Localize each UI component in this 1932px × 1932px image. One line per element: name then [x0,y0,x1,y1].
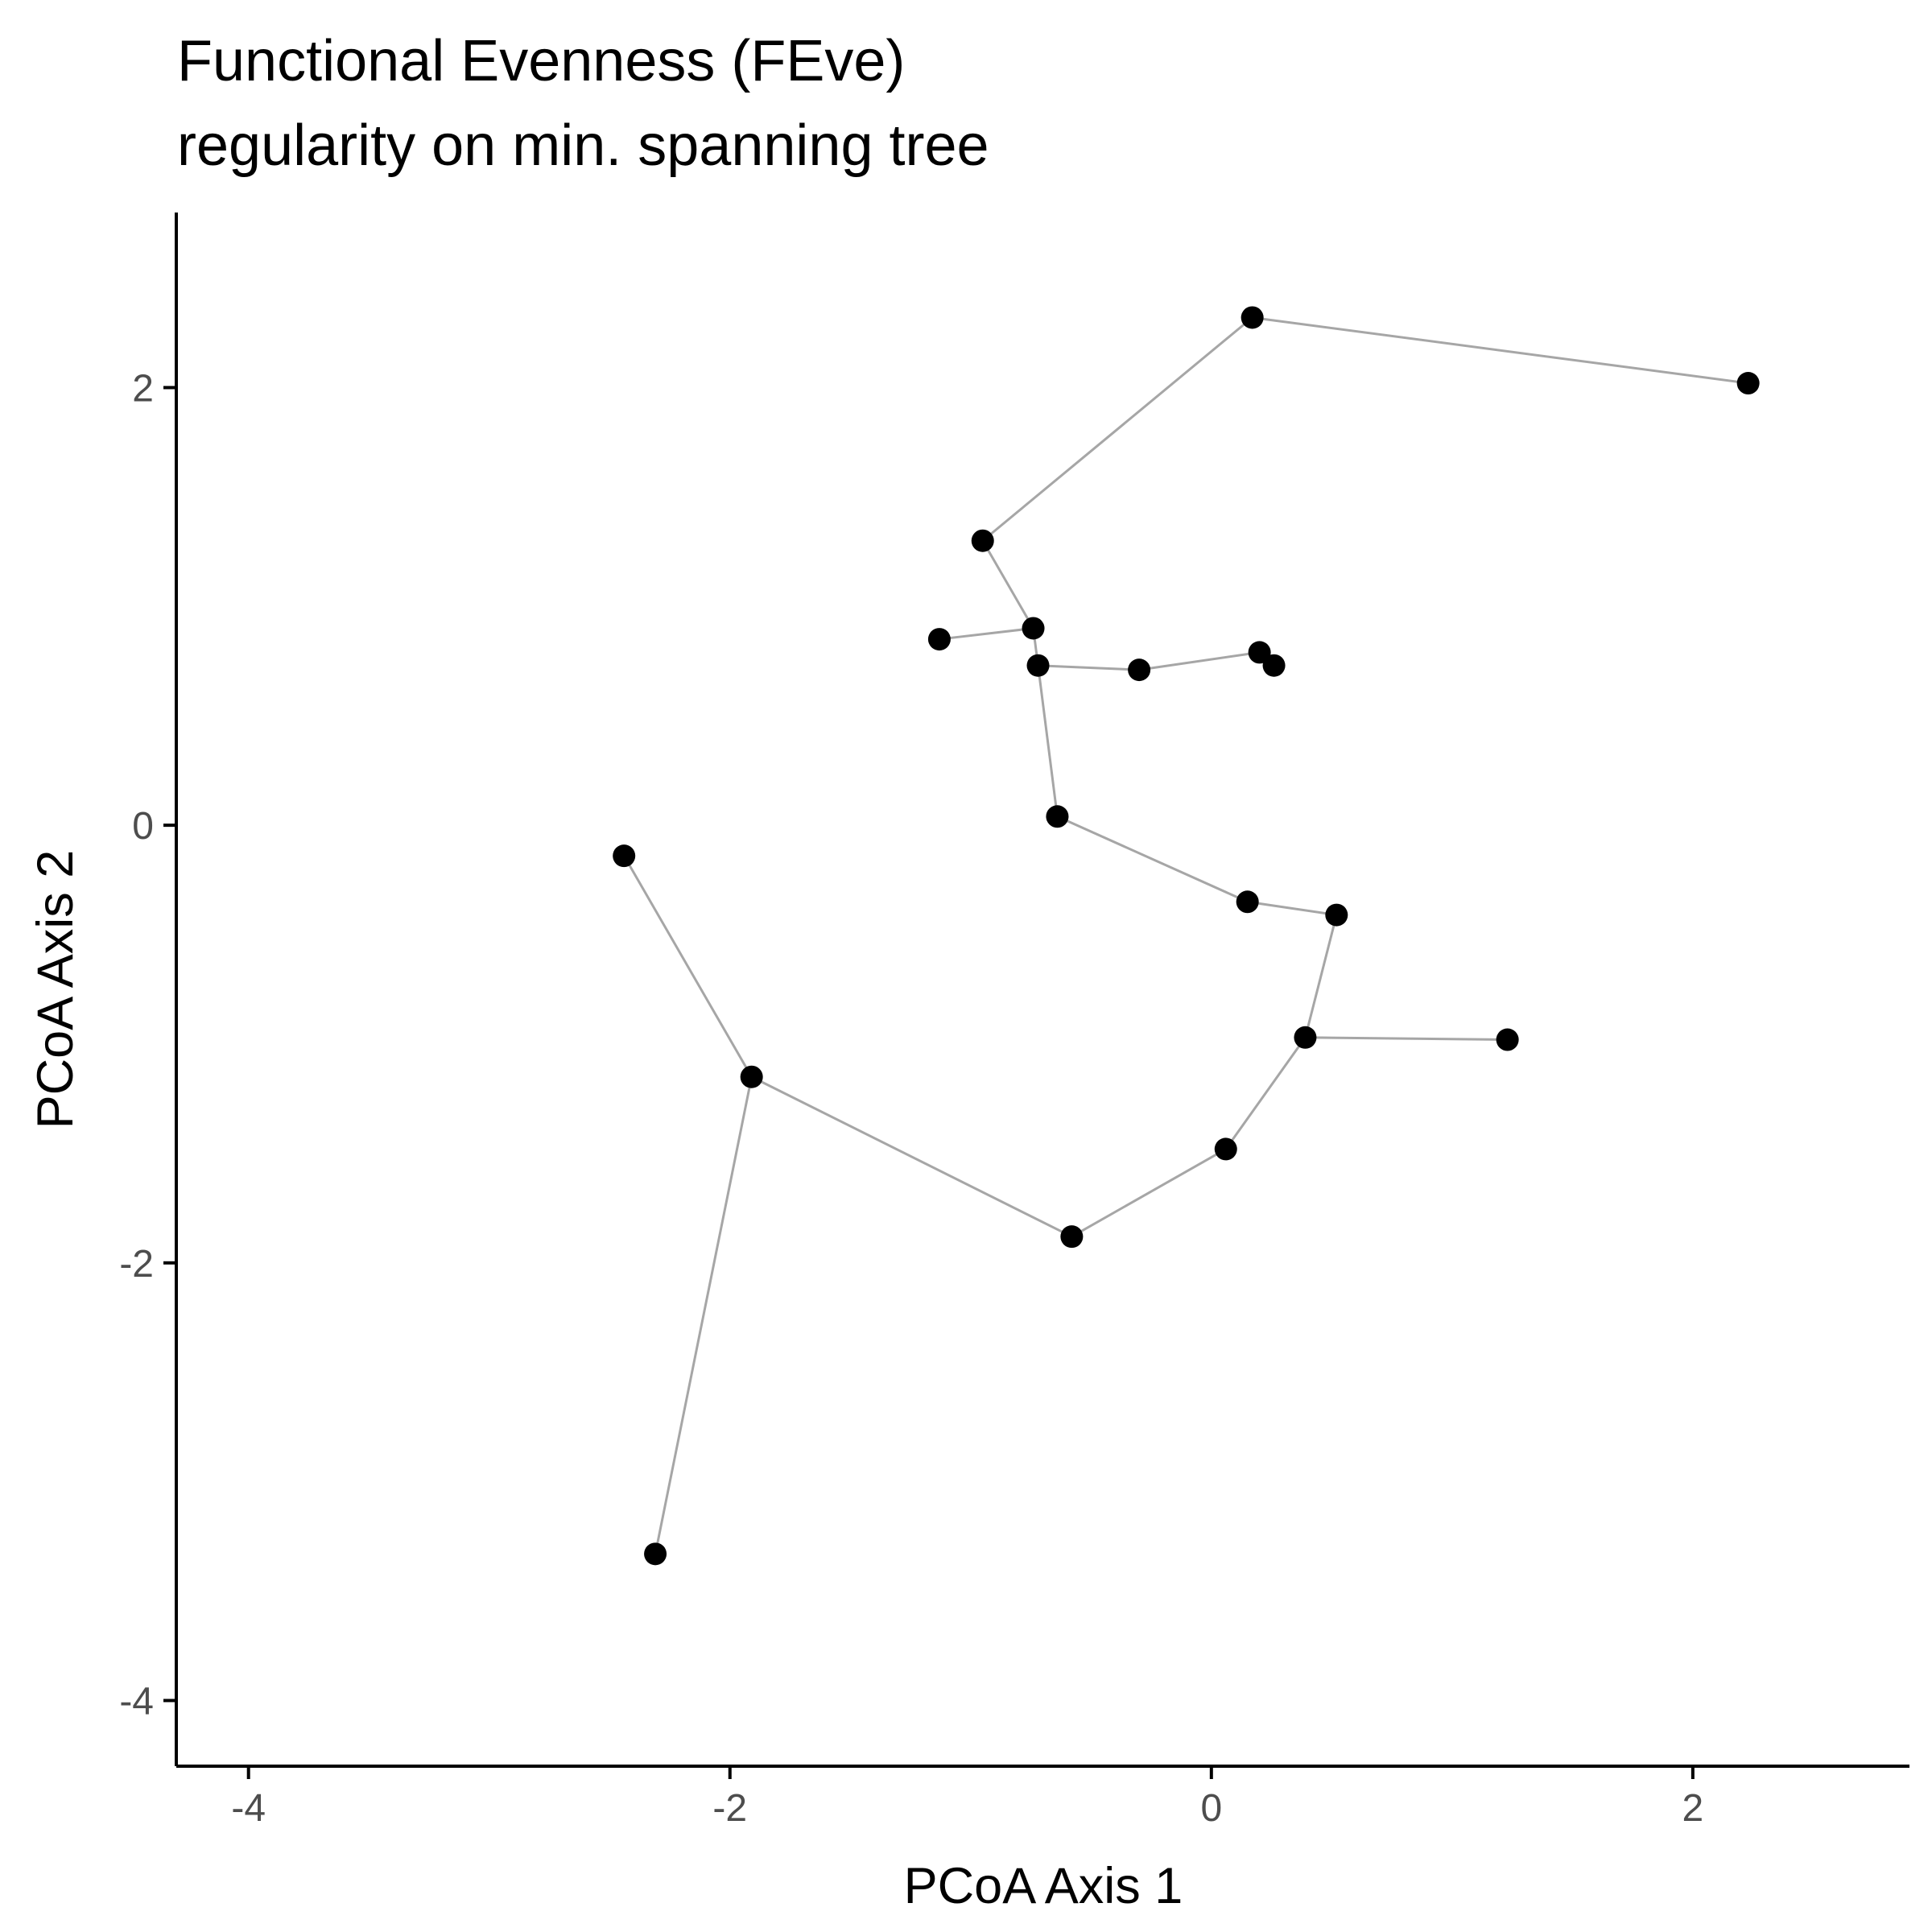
tree-edge [1037,665,1059,817]
data-point [927,628,951,651]
chart-title: Functional Evenness (FEve) [177,29,905,93]
data-point [1736,372,1760,395]
tree-edge [1247,900,1337,917]
tree-edge [751,1075,1073,1238]
y-tick-label: 2 [132,367,154,410]
tree-edge [981,316,1253,542]
tree-edge [939,626,1034,641]
edges-layer [622,316,1748,1554]
data-point [1236,890,1259,914]
data-point [971,529,994,552]
tree-edge [1305,1036,1508,1042]
data-point [1248,641,1271,664]
tree-edge [654,1076,753,1554]
data-point [1241,306,1264,329]
x-tick-label: 2 [1682,1787,1704,1830]
tree-edge [1056,815,1249,903]
data-point [1214,1137,1237,1161]
y-tick-label: -2 [119,1243,154,1286]
tree-edge [1224,1036,1307,1150]
data-point [1128,658,1151,682]
data-point [740,1065,763,1088]
data-point [1046,805,1069,828]
tree-edge [1303,914,1338,1038]
data-point [1294,1026,1317,1049]
data-point [1496,1028,1519,1051]
tree-edge [1071,1148,1227,1238]
tree-edge [1038,664,1140,671]
tree-edge [1252,316,1748,385]
x-tick-label: -4 [231,1787,266,1830]
y-axis-title: PCoA Axis 2 [27,850,84,1129]
y-tick-label: -4 [119,1680,154,1723]
points-layer [613,306,1760,1566]
x-ticks: -4 -2 0 2 [231,1766,1703,1830]
data-point [1060,1225,1084,1249]
tree-edge [622,855,753,1078]
chart-subtitle: regularity on min. spanning tree [177,114,989,178]
data-point [644,1542,667,1566]
x-tick-label: 0 [1200,1787,1222,1830]
data-point [1022,617,1045,640]
data-point [1262,654,1286,677]
data-point [1325,903,1348,927]
tree-edge [981,539,1034,630]
data-point [1026,654,1050,677]
y-tick-label: 0 [132,805,154,848]
y-ticks: -4 -2 0 2 [119,367,176,1723]
tree-edge [1138,650,1260,671]
data-point [613,844,636,868]
x-tick-label: -2 [712,1787,747,1830]
x-axis-title: PCoA Axis 1 [904,1858,1183,1914]
